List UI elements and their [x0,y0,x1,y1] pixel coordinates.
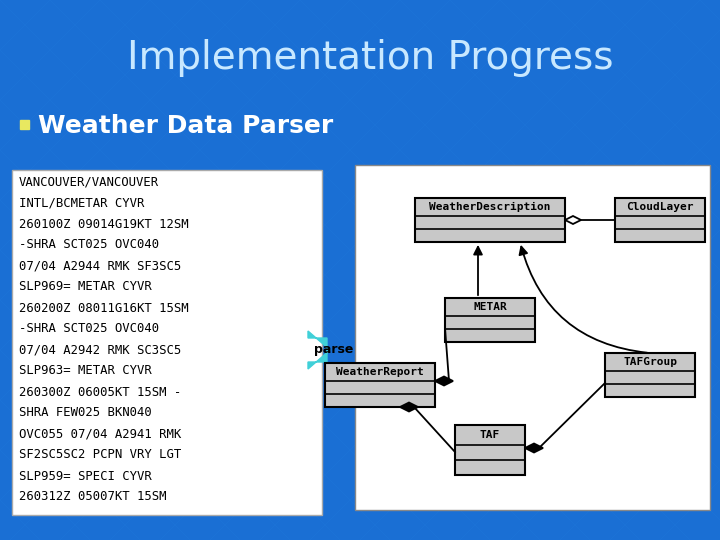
Text: Weather Data Parser: Weather Data Parser [38,114,333,138]
Text: parse: parse [314,343,354,356]
Bar [20,120,29,129]
Text: 07/04 A2944 RMK SF3SC5: 07/04 A2944 RMK SF3SC5 [19,260,181,273]
Text: SF2SC5SC2 PCPN VRY LGT: SF2SC5SC2 PCPN VRY LGT [19,449,181,462]
Polygon shape [435,376,453,386]
Text: Implementation Progress: Implementation Progress [127,39,613,77]
Text: -SHRA SCT025 OVC040: -SHRA SCT025 OVC040 [19,322,159,335]
Text: 07/04 A2942 RMK SC3SC5: 07/04 A2942 RMK SC3SC5 [19,343,181,356]
Text: WeatherDescription: WeatherDescription [429,202,551,212]
Text: 260300Z 06005KT 15SM -: 260300Z 06005KT 15SM - [19,386,181,399]
Text: SHRA FEW025 BKN040: SHRA FEW025 BKN040 [19,407,152,420]
Bar [455,425,525,475]
Text: SLP963= METAR CYVR: SLP963= METAR CYVR [19,364,152,377]
Text: 260200Z 08011G16KT 15SM: 260200Z 08011G16KT 15SM [19,301,189,314]
FancyArrow shape [308,331,330,369]
Text: TAFGroup: TAFGroup [623,357,677,367]
Text: 260100Z 09014G19KT 12SM: 260100Z 09014G19KT 12SM [19,218,189,231]
Text: 260312Z 05007KT 15SM: 260312Z 05007KT 15SM [19,490,166,503]
Text: CloudLayer: CloudLayer [626,202,694,212]
Bar [615,198,705,242]
Text: INTL/BCMETAR CYVR: INTL/BCMETAR CYVR [19,197,145,210]
Bar [445,298,535,342]
Bar [325,363,435,407]
Text: VANCOUVER/VANCOUVER: VANCOUVER/VANCOUVER [19,176,159,188]
Bar [355,165,710,510]
Text: OVC055 07/04 A2941 RMK: OVC055 07/04 A2941 RMK [19,428,181,441]
Text: SLP969= METAR CYVR: SLP969= METAR CYVR [19,280,152,294]
Text: WeatherReport: WeatherReport [336,367,424,377]
Polygon shape [565,216,581,224]
Text: -SHRA SCT025 OVC040: -SHRA SCT025 OVC040 [19,239,159,252]
Polygon shape [400,402,418,411]
Bar [12,170,322,515]
Text: TAF: TAF [480,430,500,440]
Bar [605,353,695,397]
Text: SLP959= SPECI CYVR: SLP959= SPECI CYVR [19,469,152,483]
Bar [415,198,565,242]
Polygon shape [525,443,543,453]
Text: METAR: METAR [473,302,507,312]
